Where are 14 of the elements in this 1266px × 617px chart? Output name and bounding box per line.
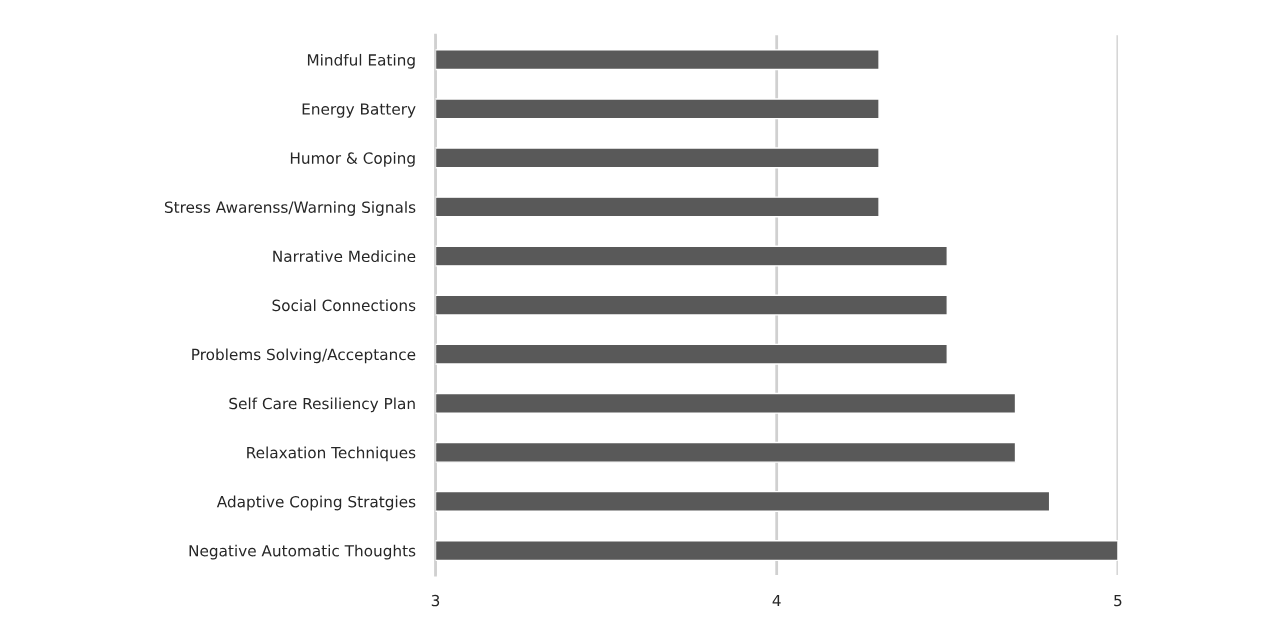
x-tick-label: 5 <box>1114 594 1122 607</box>
y-tick-label: Adaptive Coping Stratgies <box>216 495 416 511</box>
y-tick-label: Problems Solving/Acceptance <box>192 348 416 364</box>
y-tick-label: Social Connections <box>272 299 416 312</box>
y-tick-label: Humor & Coping <box>290 152 415 167</box>
y-tick-label: Relaxation Techniques <box>247 446 416 462</box>
y-tick-label: Mindful Eating <box>307 53 415 69</box>
x-tick-label: 3 <box>431 594 440 607</box>
y-tick-label: Stress Awarenss/Warning Signals <box>164 201 416 216</box>
y-tick-label: Negative Automatic Thoughts <box>189 544 416 560</box>
y-tick-label: Narrative Medicine <box>273 250 416 263</box>
y-tick-label: Energy Battery <box>302 103 416 118</box>
y-tick-label: Self Care Resiliency Plan <box>229 397 415 413</box>
x-tick-label: 4 <box>772 594 781 607</box>
